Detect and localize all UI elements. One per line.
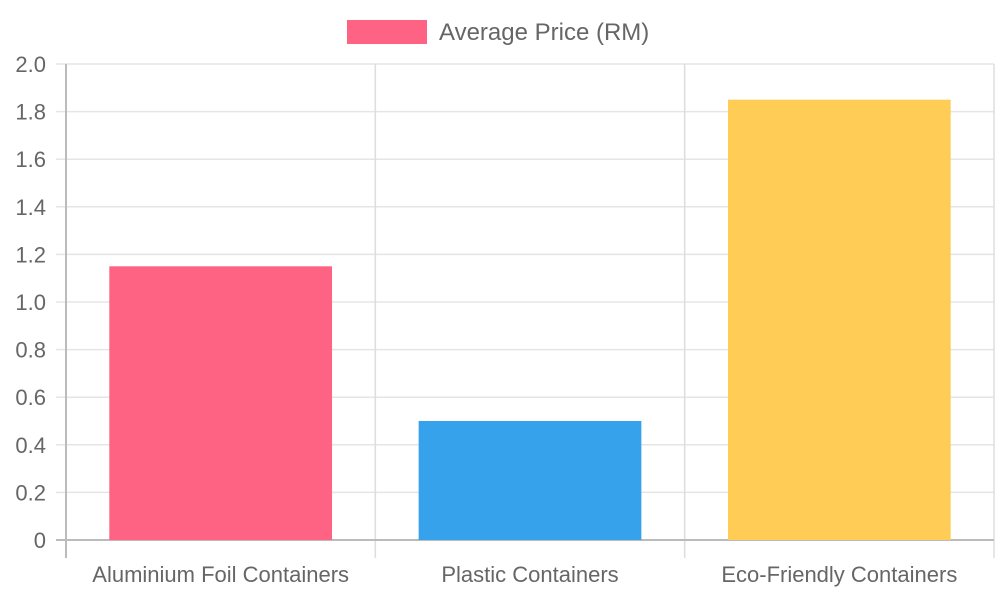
y-tick-label: 1.4: [15, 195, 46, 220]
y-tick-label: 1.0: [15, 290, 46, 315]
bars: [109, 99, 951, 540]
x-tick-label: Plastic Containers: [441, 562, 618, 587]
y-tick-label: 1.2: [15, 242, 46, 267]
y-tick-labels: 0 0.2 0.4 0.6 0.8 1.0 1.2 1.4 1.6 1.8 2.0: [15, 52, 46, 553]
y-tick-label: 1.8: [15, 100, 46, 125]
x-tick-labels: Aluminium Foil Containers Plastic Contain…: [92, 562, 957, 587]
legend-swatch: [347, 20, 427, 44]
y-tick-label: 0.8: [15, 338, 46, 363]
y-tick-label: 0.2: [15, 480, 46, 505]
bar[interactable]: [109, 266, 333, 540]
bar[interactable]: [727, 99, 951, 540]
y-tick-label: 0: [34, 528, 46, 553]
y-tick-label: 0.4: [15, 433, 46, 458]
x-tick-label: Eco-Friendly Containers: [721, 562, 957, 587]
y-tick-label: 1.6: [15, 147, 46, 172]
legend[interactable]: Average Price (RM): [347, 19, 649, 46]
legend-label: Average Price (RM): [439, 19, 649, 46]
y-tick-label: 0.6: [15, 385, 46, 410]
x-tick-label: Aluminium Foil Containers: [92, 562, 349, 587]
bar[interactable]: [418, 421, 642, 540]
y-tick-label: 2.0: [15, 52, 46, 77]
